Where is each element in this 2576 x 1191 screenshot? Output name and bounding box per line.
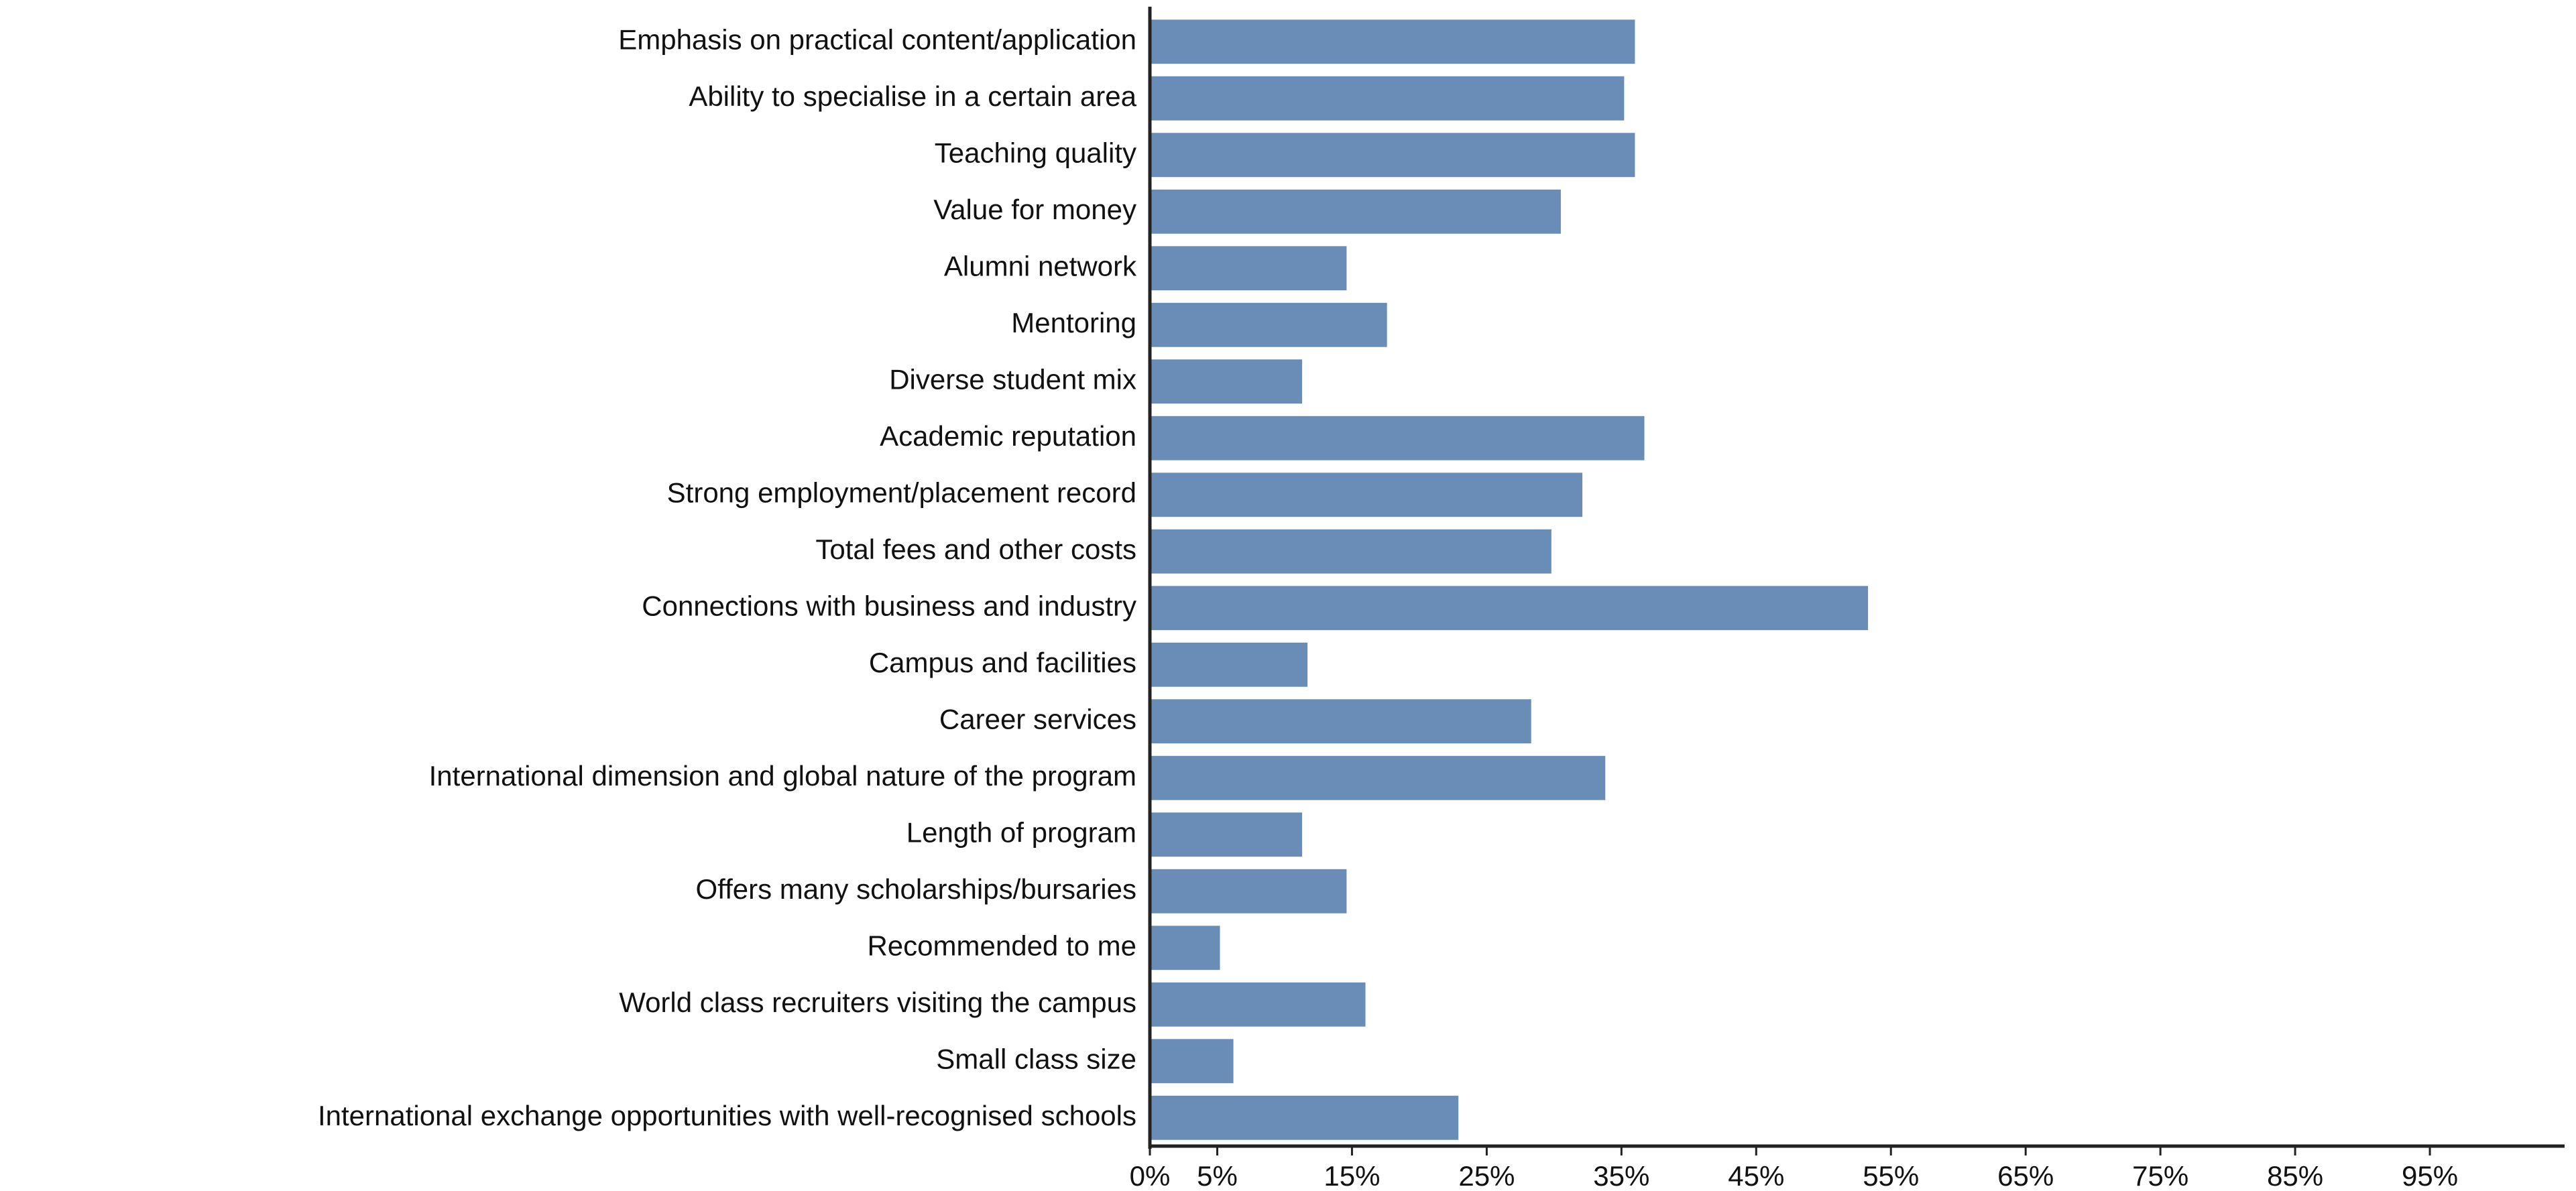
x-tick-label: 35% xyxy=(1593,1160,1649,1191)
x-tick-label: 0% xyxy=(1130,1160,1171,1191)
y-tick-label: Strong employment/placement record xyxy=(667,477,1136,508)
y-tick-label: Diverse student mix xyxy=(889,363,1136,395)
x-tick-label: 5% xyxy=(1197,1160,1238,1191)
y-tick-label: Mentoring xyxy=(1011,307,1136,338)
y-tick-label: Small class size xyxy=(936,1043,1136,1074)
bar xyxy=(1150,586,1869,631)
y-tick-label: International exchange opportunities wit… xyxy=(318,1100,1136,1131)
bar xyxy=(1150,189,1561,234)
y-tick-label: Offers many scholarships/bursaries xyxy=(696,873,1136,905)
bar xyxy=(1150,982,1366,1027)
bar xyxy=(1150,812,1303,857)
y-tick-label: Campus and facilities xyxy=(869,647,1136,678)
y-tick-label: World class recruiters visiting the camp… xyxy=(619,987,1136,1018)
bar xyxy=(1150,699,1531,744)
bar xyxy=(1150,642,1308,687)
y-tick-label: Length of program xyxy=(906,816,1136,848)
bar xyxy=(1150,133,1635,178)
y-tick-label: Alumni network xyxy=(944,250,1137,281)
bar xyxy=(1150,246,1347,291)
x-tick-label: 45% xyxy=(1728,1160,1784,1191)
bar xyxy=(1150,869,1347,914)
bar xyxy=(1150,359,1303,404)
y-tick-label: Total fees and other costs xyxy=(815,534,1136,565)
y-tick-label: Teaching quality xyxy=(935,137,1136,168)
bar xyxy=(1150,529,1552,574)
bar xyxy=(1150,755,1606,800)
y-tick-label: Academic reputation xyxy=(880,420,1136,452)
x-tick-label: 75% xyxy=(2132,1160,2188,1191)
bar xyxy=(1150,926,1220,970)
bar xyxy=(1150,1039,1234,1084)
y-tick-label: International dimension and global natur… xyxy=(429,760,1136,792)
y-tick-label: Ability to specialise in a certain area xyxy=(689,80,1136,112)
y-tick-label: Emphasis on practical content/applicatio… xyxy=(618,23,1136,55)
x-tick-label: 65% xyxy=(1997,1160,2054,1191)
bar xyxy=(1150,76,1625,121)
bar xyxy=(1150,19,1635,64)
bar xyxy=(1150,302,1387,347)
y-tick-label: Recommended to me xyxy=(867,930,1136,961)
bar xyxy=(1150,1095,1459,1140)
y-tick-label: Value for money xyxy=(933,194,1136,225)
x-tick-label: 15% xyxy=(1324,1160,1380,1191)
x-tick-label: 25% xyxy=(1458,1160,1515,1191)
bar xyxy=(1150,416,1645,460)
x-tick-label: 85% xyxy=(2267,1160,2323,1191)
x-tick-label: 55% xyxy=(1863,1160,1919,1191)
y-tick-label: Connections with business and industry xyxy=(642,590,1136,621)
x-tick-label: 95% xyxy=(2402,1160,2458,1191)
y-tick-label: Career services xyxy=(939,703,1136,735)
bar xyxy=(1150,473,1583,517)
